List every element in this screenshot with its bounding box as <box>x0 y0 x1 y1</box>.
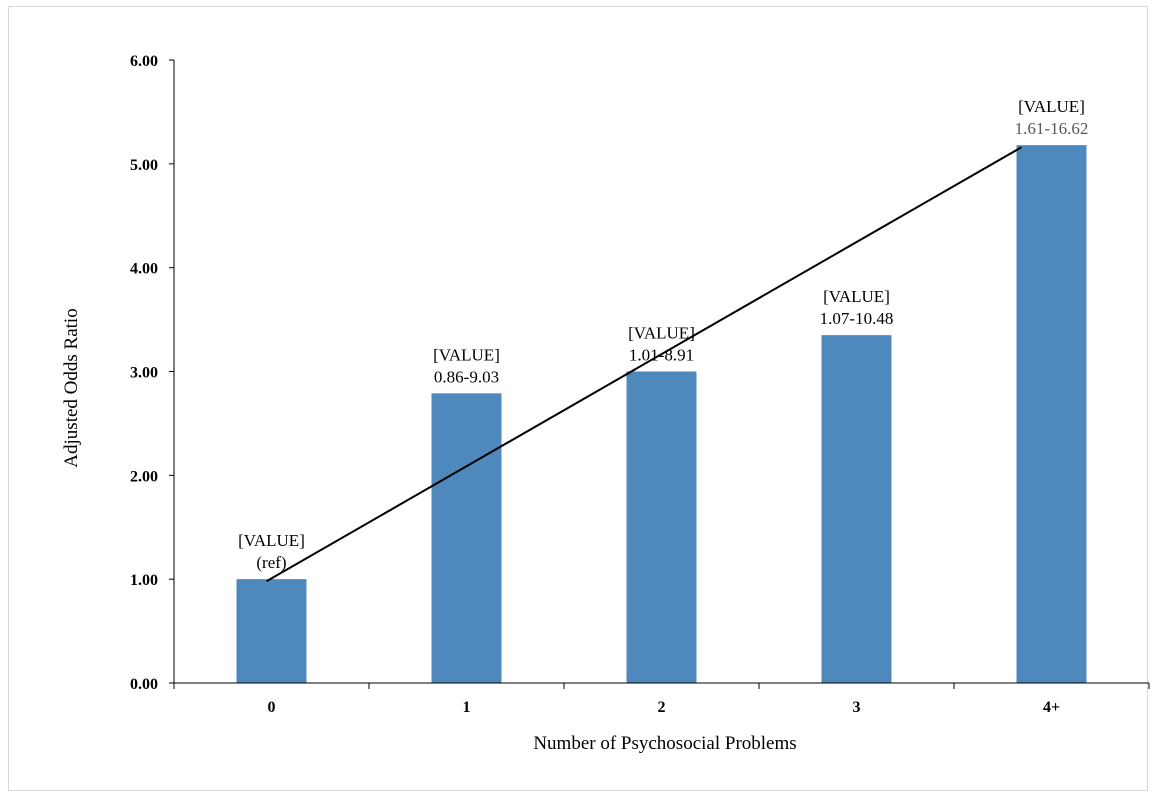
y-tick-label: 1.00 <box>130 572 158 589</box>
y-axis-title: Adjusted Odds Ratio <box>61 308 82 467</box>
chart-frame <box>8 6 1148 791</box>
bar-3 <box>821 335 892 683</box>
data-label-value: [VALUE] <box>238 531 305 550</box>
data-label-ci: 1.61-16.62 <box>1015 119 1089 138</box>
bar-4 <box>1016 145 1087 684</box>
data-label-ci: 0.86-9.03 <box>434 367 499 386</box>
x-tick-label: 4+ <box>1043 699 1060 716</box>
y-tick-label: 4.00 <box>130 261 158 278</box>
x-axis-title: Number of Psychosocial Problems <box>533 733 796 754</box>
data-label-value: [VALUE] <box>433 345 500 364</box>
data-label-ci: 1.07-10.48 <box>820 309 894 328</box>
trendline <box>266 146 1022 583</box>
y-tick-label: 6.00 <box>130 53 158 70</box>
bar-1 <box>431 393 502 683</box>
y-tick-label: 2.00 <box>130 468 158 485</box>
bar-2 <box>626 371 697 683</box>
data-label-ci: (ref) <box>256 553 286 572</box>
bar-0 <box>236 579 307 683</box>
y-tick-label: 3.00 <box>130 365 158 382</box>
data-label-value: [VALUE] <box>628 324 695 343</box>
y-tick-label: 0.00 <box>130 676 158 693</box>
x-tick-label: 0 <box>268 699 276 716</box>
data-label-value: [VALUE] <box>823 287 890 306</box>
y-tick-label: 5.00 <box>130 157 158 174</box>
plot-area: 0.00 1.00 2.00 3.00 4.00 5.00 6.00 0 1 2 3 4+ [VALUE… <box>130 53 1150 716</box>
x-tick-label: 1 <box>463 699 471 716</box>
x-tick-label: 2 <box>658 699 666 716</box>
data-label-value: [VALUE] <box>1018 97 1085 116</box>
x-tick-label: 3 <box>853 699 861 716</box>
